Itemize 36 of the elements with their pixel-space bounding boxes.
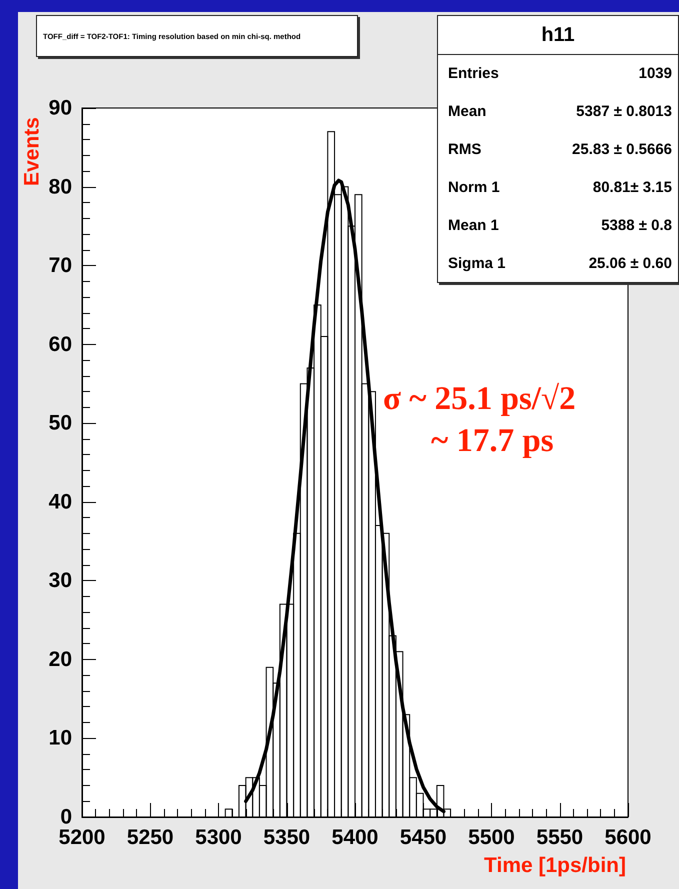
annotation: Norm 1 — [448, 178, 500, 198]
x-tick-label: 5300 — [195, 826, 242, 849]
annotation: 80.81± 3.15 — [592, 178, 672, 198]
x-tick-label: 5450 — [400, 826, 447, 849]
y-axis-title: Events — [20, 117, 44, 186]
y-tick-label: 30 — [48, 569, 72, 592]
y-tick-label: 20 — [48, 648, 72, 671]
x-tick-label: 5400 — [332, 826, 378, 849]
y-tick-label: 90 — [48, 96, 72, 120]
y-tick-label: 10 — [48, 726, 72, 750]
y-tick-label: 40 — [48, 490, 72, 514]
x-tick-label: 5250 — [126, 826, 174, 849]
text: 1039 — [638, 64, 672, 84]
annotation: RMS — [448, 140, 482, 160]
annotation: 5388 ± 0.8 — [601, 216, 672, 236]
x-tick-label: 5500 — [468, 826, 515, 849]
annotation: Mean 1 — [448, 216, 499, 236]
x-tick-label: 5350 — [263, 826, 310, 849]
annotation: Sigma 1 — [448, 254, 506, 274]
x-tick-label: 5550 — [536, 826, 584, 849]
text: h11 — [438, 16, 678, 55]
annotation: Mean — [448, 102, 486, 122]
y-tick-label: 80 — [48, 175, 72, 198]
y-tick-label: 60 — [48, 332, 72, 356]
annotation: 25.83 ± 0.5666 — [572, 140, 672, 160]
annotation: σ ~ 25.1 ps/√2 — [383, 380, 576, 419]
x-tick-label: 5600 — [604, 826, 652, 849]
y-tick-label: 70 — [48, 254, 72, 278]
x-tick-label: 5200 — [58, 826, 106, 849]
annotation: 25.06 ± 0.60 — [588, 254, 672, 274]
y-tick-label: 50 — [48, 412, 72, 435]
annotation: ~ 17.7 ps — [430, 422, 555, 461]
y-tick-label: 0 — [60, 806, 72, 828]
annotation: 5387 ± 0.8013 — [576, 102, 672, 122]
text: Entries — [448, 64, 499, 84]
x-axis-title: Time [1ps/bin] — [484, 854, 626, 877]
